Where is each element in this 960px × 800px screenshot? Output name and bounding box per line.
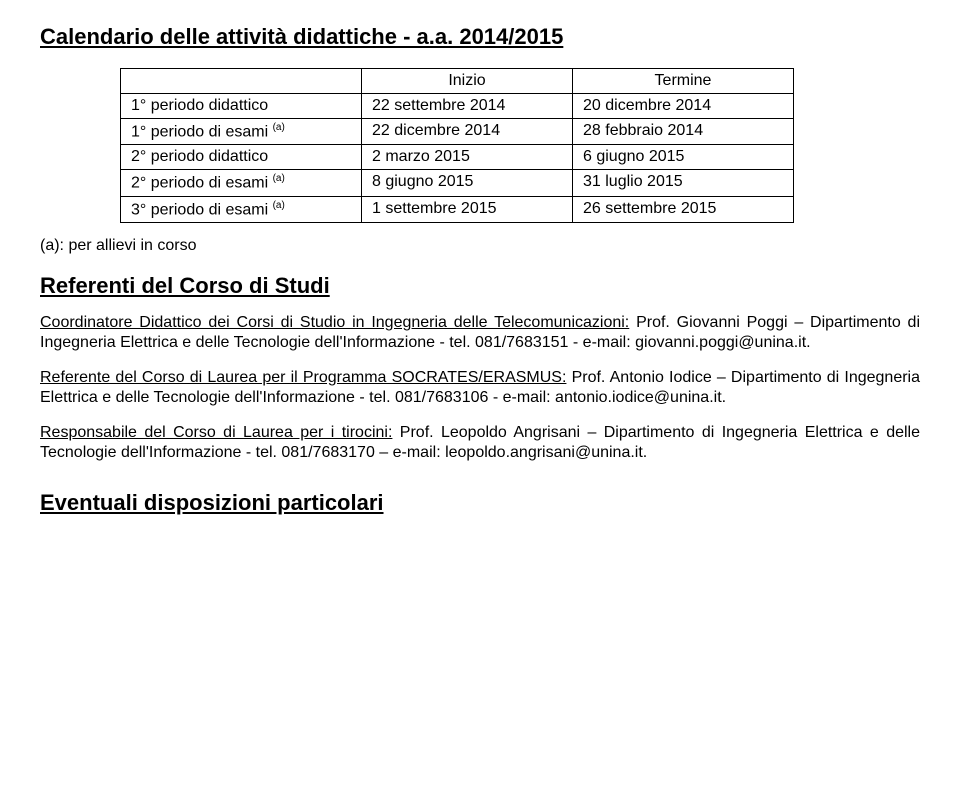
footnote-a: (a): per allievi in corso	[40, 237, 920, 255]
col-end-header: Termine	[573, 69, 794, 94]
table-row: 3° periodo di esami (a) 1 settembre 2015…	[121, 196, 794, 222]
responsabile-tirocini-label: Responsabile del Corso di Laurea per i t…	[40, 424, 392, 441]
table-row: 1° periodo di esami (a) 22 dicembre 2014…	[121, 119, 794, 145]
row-end: 28 febbraio 2014	[573, 119, 794, 145]
row-label: 2° periodo di esami (a)	[121, 170, 362, 196]
row-label: 1° periodo didattico	[121, 94, 362, 119]
coordinatore-paragraph: Coordinatore Didattico dei Corsi di Stud…	[40, 313, 920, 354]
footnote-ref: (a)	[273, 200, 285, 211]
row-label: 3° periodo di esami (a)	[121, 196, 362, 222]
footnote-ref: (a)	[273, 122, 285, 133]
row-end: 31 luglio 2015	[573, 170, 794, 196]
page: Calendario delle attività didattiche - a…	[0, 0, 960, 554]
row-end: 6 giugno 2015	[573, 145, 794, 170]
row-start: 2 marzo 2015	[362, 145, 573, 170]
col-blank	[121, 69, 362, 94]
row-end: 26 settembre 2015	[573, 196, 794, 222]
row-start: 8 giugno 2015	[362, 170, 573, 196]
row-start: 1 settembre 2015	[362, 196, 573, 222]
referente-erasmus-paragraph: Referente del Corso di Laurea per il Pro…	[40, 368, 920, 409]
table-row: 1° periodo didattico 22 settembre 2014 2…	[121, 94, 794, 119]
row-start: 22 dicembre 2014	[362, 119, 573, 145]
table-row: 2° periodo didattico 2 marzo 2015 6 giug…	[121, 145, 794, 170]
page-title: Calendario delle attività didattiche - a…	[40, 24, 920, 50]
calendar-table-wrap: Inizio Termine 1° periodo didattico 22 s…	[120, 68, 920, 223]
referente-erasmus-label: Referente del Corso di Laurea per il Pro…	[40, 369, 566, 386]
disposizioni-title: Eventuali disposizioni particolari	[40, 490, 920, 516]
row-label: 2° periodo didattico	[121, 145, 362, 170]
calendar-table: Inizio Termine 1° periodo didattico 22 s…	[120, 68, 794, 223]
table-row: 2° periodo di esami (a) 8 giugno 2015 31…	[121, 170, 794, 196]
row-end: 20 dicembre 2014	[573, 94, 794, 119]
row-label: 1° periodo di esami (a)	[121, 119, 362, 145]
referenti-title: Referenti del Corso di Studi	[40, 273, 920, 299]
col-start-header: Inizio	[362, 69, 573, 94]
table-header-row: Inizio Termine	[121, 69, 794, 94]
responsabile-tirocini-paragraph: Responsabile del Corso di Laurea per i t…	[40, 423, 920, 464]
row-start: 22 settembre 2014	[362, 94, 573, 119]
footnote-ref: (a)	[273, 173, 285, 184]
coordinatore-label: Coordinatore Didattico dei Corsi di Stud…	[40, 314, 629, 331]
